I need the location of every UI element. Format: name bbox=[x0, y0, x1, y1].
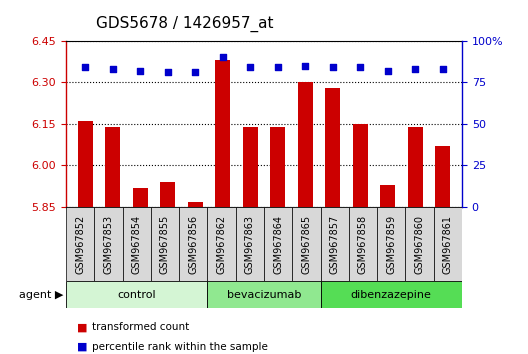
Bar bbox=[151, 207, 179, 281]
Bar bbox=[353, 124, 368, 207]
Point bbox=[191, 69, 200, 75]
Bar bbox=[406, 207, 433, 281]
Bar bbox=[105, 127, 120, 207]
Text: GSM967862: GSM967862 bbox=[216, 215, 227, 274]
Point bbox=[439, 66, 447, 72]
Bar bbox=[408, 127, 423, 207]
Text: GSM967852: GSM967852 bbox=[75, 215, 85, 274]
Bar bbox=[320, 207, 349, 281]
Bar bbox=[433, 207, 462, 281]
Point bbox=[383, 68, 392, 74]
Bar bbox=[78, 121, 93, 207]
Bar bbox=[320, 281, 462, 308]
Bar bbox=[66, 281, 208, 308]
Bar bbox=[215, 60, 230, 207]
Bar bbox=[95, 207, 122, 281]
Text: GSM967861: GSM967861 bbox=[443, 215, 453, 274]
Point bbox=[136, 68, 145, 74]
Text: GSM967863: GSM967863 bbox=[245, 215, 255, 274]
Text: GSM967855: GSM967855 bbox=[160, 215, 170, 274]
Text: GSM967860: GSM967860 bbox=[414, 215, 425, 274]
Point bbox=[301, 63, 309, 69]
Point bbox=[274, 64, 282, 70]
Text: agent ▶: agent ▶ bbox=[19, 290, 63, 300]
Bar bbox=[187, 201, 203, 207]
Text: GSM967864: GSM967864 bbox=[273, 215, 283, 274]
Bar bbox=[298, 82, 313, 207]
Bar bbox=[349, 207, 377, 281]
Text: GSM967859: GSM967859 bbox=[386, 215, 397, 274]
Bar bbox=[235, 207, 264, 281]
Text: dibenzazepine: dibenzazepine bbox=[351, 290, 432, 300]
Bar bbox=[122, 207, 151, 281]
Text: GSM967857: GSM967857 bbox=[329, 215, 340, 274]
Text: bevacizumab: bevacizumab bbox=[227, 290, 301, 300]
Bar bbox=[435, 146, 450, 207]
Bar bbox=[270, 127, 285, 207]
Bar bbox=[66, 207, 95, 281]
Bar bbox=[133, 188, 148, 207]
Bar bbox=[179, 207, 208, 281]
Text: GSM967854: GSM967854 bbox=[131, 215, 142, 274]
Point bbox=[328, 64, 337, 70]
Bar bbox=[208, 207, 235, 281]
Point bbox=[356, 64, 364, 70]
Bar bbox=[243, 127, 258, 207]
Bar bbox=[380, 185, 395, 207]
Point bbox=[109, 66, 117, 72]
Text: percentile rank within the sample: percentile rank within the sample bbox=[92, 342, 268, 352]
Text: control: control bbox=[117, 290, 156, 300]
Text: ■: ■ bbox=[77, 322, 87, 332]
Bar bbox=[160, 182, 175, 207]
Text: transformed count: transformed count bbox=[92, 322, 190, 332]
Bar bbox=[264, 207, 293, 281]
Bar bbox=[377, 207, 406, 281]
Text: GSM967865: GSM967865 bbox=[301, 215, 312, 274]
Point bbox=[81, 64, 89, 70]
Bar bbox=[293, 207, 320, 281]
Text: GDS5678 / 1426957_at: GDS5678 / 1426957_at bbox=[96, 16, 274, 32]
Point bbox=[246, 64, 254, 70]
Point bbox=[411, 66, 419, 72]
Bar bbox=[325, 88, 341, 207]
Text: GSM967856: GSM967856 bbox=[188, 215, 199, 274]
Text: GSM967858: GSM967858 bbox=[358, 215, 368, 274]
Text: ■: ■ bbox=[77, 342, 87, 352]
Point bbox=[164, 69, 172, 75]
Bar bbox=[208, 281, 320, 308]
Text: GSM967853: GSM967853 bbox=[103, 215, 114, 274]
Point bbox=[219, 55, 227, 60]
